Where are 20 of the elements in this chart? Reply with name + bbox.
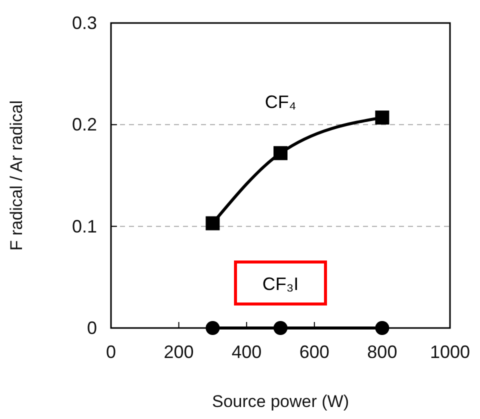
series-label: CF₄ [264,92,296,112]
y-tick-label: 0.2 [72,114,97,135]
point [375,110,390,125]
x-tick-label: 400 [232,342,262,362]
point [375,321,390,335]
x-tick-label: 0 [106,342,116,362]
point [274,146,288,160]
x-axis-title: Source power (W) [212,392,349,411]
y-tick-label: 0.3 [72,13,97,33]
x-tick-label: 200 [164,342,194,362]
point [206,216,220,230]
x-tick-label: 600 [299,342,330,362]
y-tick-label: 0.1 [72,216,97,236]
y-tick-label: 0 [86,318,97,338]
point [274,321,288,335]
x-tick-label: 1000 [430,342,470,362]
y-axis-title: F radical / Ar radical [7,100,26,251]
point [206,321,220,335]
series-label: CF₃I [262,274,299,294]
x-tick-label: 800 [367,342,398,362]
